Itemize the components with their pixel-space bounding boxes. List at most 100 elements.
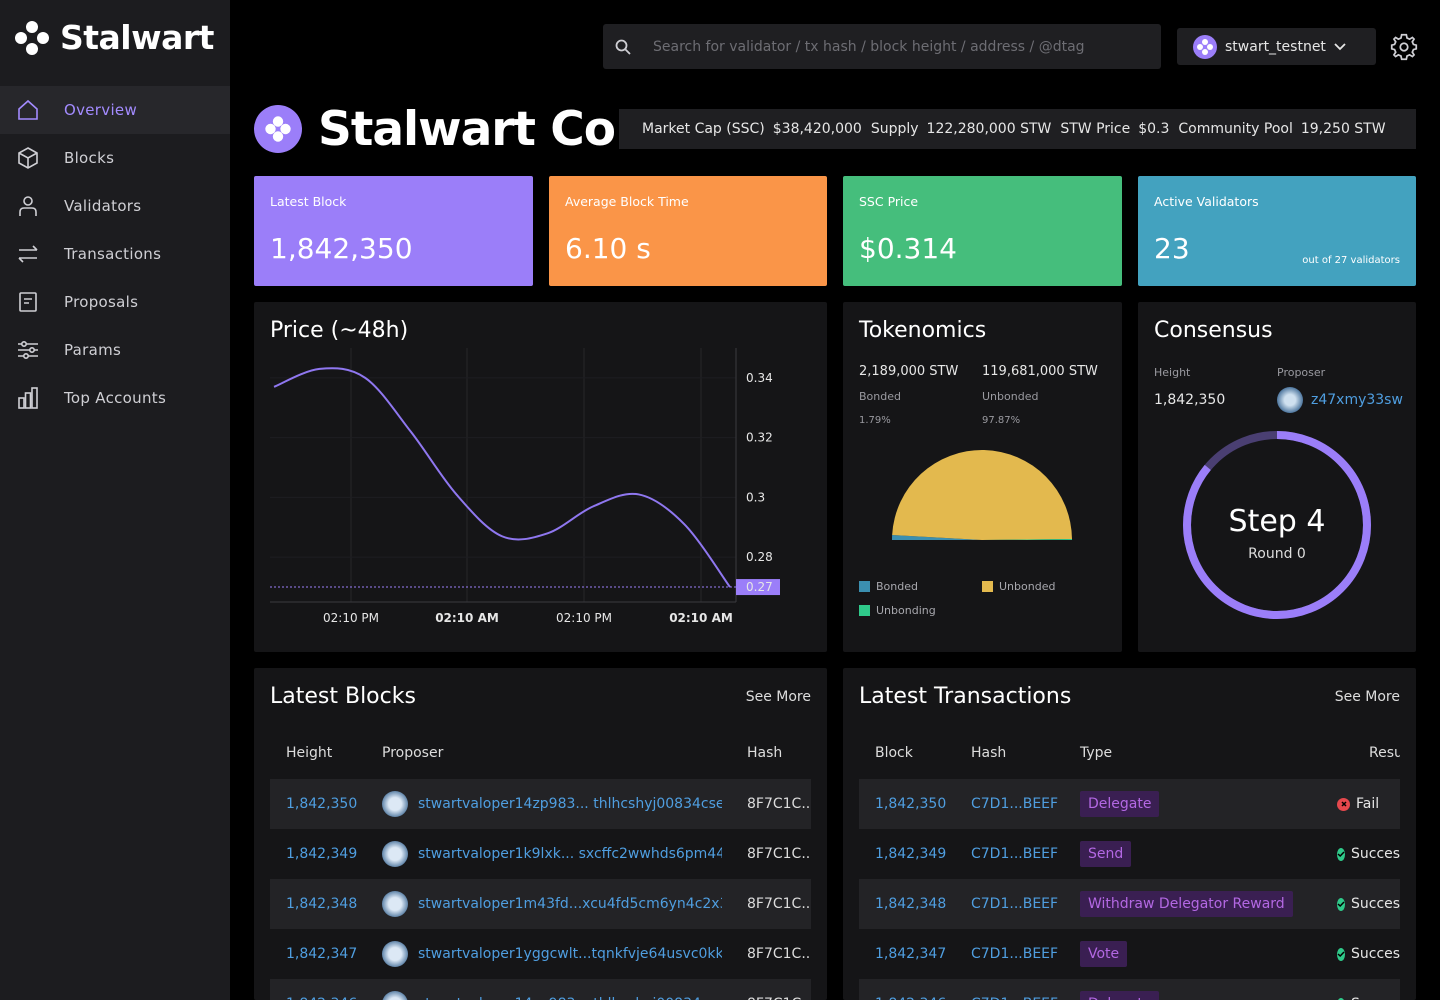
block-height-link[interactable]: 1,842,350 (875, 796, 947, 812)
legend-unbonded: Unbonded (982, 580, 1055, 593)
table-row[interactable]: 1,842,349 C7D1...BEEF Send Success (859, 829, 1400, 879)
consensus-step: Step 4 (1228, 504, 1326, 539)
latest-blocks-title: Latest Blocks (270, 684, 416, 709)
brand-logo[interactable]: Stalwart (14, 18, 214, 57)
latest-transactions-see-more-link[interactable]: See More (1334, 689, 1400, 705)
tokenomics-panel: Tokenomics 2,189,000 STW Bonded 1.79% 11… (843, 302, 1122, 652)
avatar (382, 891, 408, 917)
table-row[interactable]: 1,842,348 C7D1...BEEF Withdraw Delegator… (859, 879, 1400, 929)
network-label: stwart_testnet (1225, 38, 1326, 55)
price-series-line (273, 367, 731, 588)
sidebar-item-label: Overview (64, 101, 138, 119)
success-icon (1337, 847, 1345, 861)
stat-card-active-validators: Active Validators 23 out of 27 validator… (1138, 176, 1416, 286)
network-logo-icon (1193, 34, 1217, 59)
latest-transactions-panel: Latest Transactions See More Block Hash … (843, 668, 1416, 1000)
height-label: Height (1154, 366, 1191, 379)
stat-card-average-block-time: Average Block Time 6.10 s (549, 176, 827, 286)
y-tick-label: 0.28 (746, 550, 773, 564)
y-tick-label: 0.34 (746, 371, 773, 385)
sidebar-item-proposals[interactable]: Proposals (0, 278, 230, 326)
block-height-link[interactable]: 1,842,350 (286, 796, 358, 812)
brand-name: Stalwart (60, 18, 214, 57)
sidebar-item-label: Top Accounts (64, 389, 167, 407)
tx-type-badge: Delegate (1080, 791, 1160, 817)
sidebar-item-label: Params (64, 341, 122, 359)
proposer-link[interactable]: stwartvaloper1yggcwlt...tqnkfvje64usvc0k… (382, 929, 722, 979)
tx-result: Success (1337, 829, 1400, 879)
network-selector[interactable]: stwart_testnet (1177, 28, 1376, 65)
tx-hash-link[interactable]: C7D1...BEEF (971, 846, 1059, 862)
tx-type: Delegate (1080, 979, 1160, 1000)
table-row[interactable]: 1,842,350 C7D1...BEEF Delegate Fail (859, 779, 1400, 829)
tx-hash-link[interactable]: C7D1...BEEF (971, 896, 1059, 912)
x-tick-label: 02:10 AM (669, 611, 733, 625)
tx-type-badge: Delegate (1080, 991, 1160, 1000)
legend-bonded: Bonded (859, 580, 918, 593)
block-height-link[interactable]: 1,842,348 (875, 896, 947, 912)
stalwart-logo-icon (15, 20, 49, 55)
block-hash: 8F7C1C...2 (747, 896, 811, 912)
avatar (1277, 387, 1303, 413)
table-row[interactable]: 1,842,346 C7D1...BEEF Delegate Success (859, 979, 1400, 1000)
unbonded-percent: 97.87% (982, 415, 1021, 426)
fail-icon (1337, 797, 1350, 811)
proposer-link[interactable]: stwartvaloper1k9lxk... sxcffc2wwhds6pm44 (382, 829, 722, 879)
current-price-marker (736, 579, 780, 596)
table-row[interactable]: 1,842,349 stwartvaloper1k9lxk... sxcffc2… (270, 829, 811, 879)
table-row[interactable]: 1,842,348 stwartvaloper1m43fd...xcu4fd5c… (270, 879, 811, 929)
sidebar-item-transactions[interactable]: Transactions (0, 230, 230, 278)
tx-type-badge: Withdraw Delegator Reward (1080, 891, 1293, 917)
sidebar: Stalwart Overview Blocks Validators Tran… (0, 0, 230, 1000)
sidebar-item-top-accounts[interactable]: Top Accounts (0, 374, 230, 422)
x-tick-label: 02:10 AM (435, 611, 499, 625)
proposer-link[interactable]: stwartvaloper1m43fd...xcu4fd5cm6yn4c2x3 (382, 879, 722, 929)
success-icon (1337, 947, 1345, 961)
proposer-link[interactable]: stwartvaloper14zp983... thlhcshyj00834cs… (382, 779, 722, 829)
table-row[interactable]: 1,842,347 stwartvaloper1yggcwlt...tqnkfv… (270, 929, 811, 979)
consensus-progress-ring (1183, 431, 1371, 619)
table-row[interactable]: 1,842,346 stwartvaloper14zp983... thlhcs… (270, 979, 811, 1000)
sidebar-nav: Overview Blocks Validators Transactions … (0, 86, 230, 422)
sidebar-item-overview[interactable]: Overview (0, 86, 230, 134)
market-cap-label: Market Cap (SSC) (642, 121, 765, 137)
price-panel-title: Price (~48h) (270, 318, 409, 343)
block-height-link[interactable]: 1,842,346 (875, 979, 946, 1000)
height-value: 1,842,350 (1154, 392, 1226, 408)
block-height-link[interactable]: 1,842,347 (875, 946, 947, 962)
block-height-link[interactable]: 1,842,348 (286, 896, 358, 912)
col-header-hash: Hash (747, 745, 783, 761)
search-icon (605, 39, 641, 55)
sidebar-item-validators[interactable]: Validators (0, 182, 230, 230)
latest-transactions-table-body: 1,842,350 C7D1...BEEF Delegate Fail 1,842… (859, 779, 1400, 1000)
block-height-link[interactable]: 1,842,346 (286, 979, 357, 1000)
tx-result: Success (1337, 879, 1400, 929)
tx-hash-link[interactable]: C7D1...BEEF (971, 796, 1059, 812)
latest-blocks-see-more-link[interactable]: See More (745, 689, 811, 705)
stat-value: 1,842,350 (270, 232, 413, 265)
search-input[interactable] (653, 38, 1143, 55)
stat-value: $0.314 (859, 232, 957, 265)
tokenomics-slice-unbonded (892, 449, 1072, 540)
latest-transactions-header: Block Hash Type Result (859, 745, 1400, 765)
latest-transactions-title: Latest Transactions (859, 684, 1072, 709)
avatar (382, 941, 408, 967)
block-height-link[interactable]: 1,842,347 (286, 946, 358, 962)
tx-hash-link[interactable]: C7D1...BEEF (971, 979, 1058, 1000)
table-row[interactable]: 1,842,350 stwartvaloper14zp983... thlhcs… (270, 779, 811, 829)
y-tick-label: 0.32 (746, 431, 773, 445)
sidebar-item-blocks[interactable]: Blocks (0, 134, 230, 182)
stat-title: Active Validators (1154, 194, 1259, 209)
col-header-block: Block (875, 745, 913, 761)
tx-hash-link[interactable]: C7D1...BEEF (971, 946, 1059, 962)
block-height-link[interactable]: 1,842,349 (286, 846, 358, 862)
sliders-icon (16, 338, 40, 362)
block-height-link[interactable]: 1,842,349 (875, 846, 947, 862)
proposer-link[interactable]: z47xmy33sw (1277, 387, 1403, 413)
price-value: $0.3 (1138, 121, 1170, 137)
sidebar-item-label: Blocks (64, 149, 115, 167)
proposer-link[interactable]: stwartvaloper14zp983... thlhcshyj00834cs… (382, 979, 722, 1000)
sidebar-item-params[interactable]: Params (0, 326, 230, 374)
table-row[interactable]: 1,842,347 C7D1...BEEF Vote Success (859, 929, 1400, 979)
gear-icon[interactable] (1390, 33, 1418, 61)
